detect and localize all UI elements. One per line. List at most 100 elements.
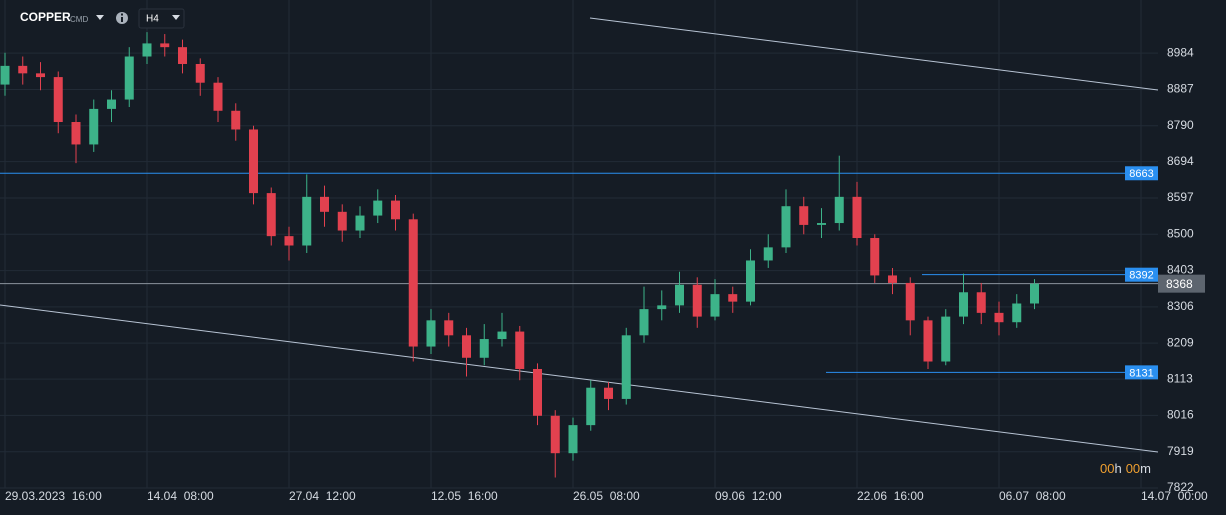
x-tick-label: 14.04 08:00: [147, 489, 214, 503]
level-tag: [1125, 166, 1158, 181]
candle-body: [160, 43, 170, 48]
candle-body: [675, 284, 684, 306]
y-tick-label: 8500: [1167, 226, 1194, 240]
candle-body: [834, 196, 844, 224]
candle-body: [515, 331, 525, 369]
y-tick-label: 8790: [1167, 118, 1194, 132]
candle-body: [444, 320, 454, 336]
timeframe: H4: [146, 14, 159, 25]
y-tick-label: 8984: [1167, 45, 1194, 59]
candle-body: [302, 196, 312, 246]
x-tick-label: 12.05 16:00: [431, 489, 498, 503]
candle-body: [604, 387, 613, 399]
symbol[interactable]: COPPER: [20, 10, 71, 24]
countdown-unit: m: [1140, 461, 1151, 476]
candle-body: [391, 200, 400, 220]
candle-body: [124, 56, 134, 100]
candle-body: [905, 282, 915, 321]
candle-body: [71, 122, 81, 145]
candle-body: [586, 387, 596, 426]
y-tick-label: 8887: [1167, 82, 1194, 96]
candle-body: [462, 335, 471, 358]
x-tick-label: 26.05 08:00: [573, 489, 640, 503]
candle-body: [550, 415, 560, 454]
level-label: 8392: [1129, 270, 1153, 282]
x-tick-label: 14.07 00:00: [1141, 489, 1208, 503]
grid: [0, 0, 1158, 489]
candle-body: [870, 238, 880, 276]
candle-body: [479, 339, 489, 358]
candle-body: [639, 309, 649, 336]
candle-body: [1012, 303, 1022, 323]
candle-body: [213, 82, 223, 111]
timeframe-dropdown[interactable]: [172, 15, 180, 20]
candle-body: [1030, 283, 1039, 304]
trend-line: [0, 304, 1159, 453]
y-tick-label: 8209: [1167, 335, 1194, 349]
candle-body: [355, 215, 365, 231]
candle-body: [817, 223, 826, 225]
candle-body: [195, 63, 205, 83]
candle-body: [799, 206, 809, 225]
candle-body: [266, 193, 276, 237]
candle-body: [746, 260, 755, 302]
price-label: 8368: [1166, 277, 1193, 291]
info-icon-bar: [121, 17, 123, 22]
candle-body: [728, 294, 738, 302]
candle-body: [426, 320, 436, 347]
candle-body: [142, 43, 152, 57]
candle-body: [941, 316, 951, 362]
timeframe-select[interactable]: [138, 8, 185, 29]
candle-body: [89, 108, 99, 145]
level-tag: [1125, 267, 1158, 282]
countdown-hours: 00: [1100, 461, 1114, 476]
candle-body: [621, 335, 631, 399]
x-tick-label: 09.06 12:00: [715, 489, 782, 503]
candle-body: [36, 73, 45, 78]
countdown-minutes: 00: [1126, 461, 1140, 476]
candle-body: [18, 65, 28, 74]
candle-body: [923, 320, 933, 362]
y-tick-label: 7919: [1167, 444, 1194, 458]
candle-body: [320, 196, 329, 212]
candle-body: [373, 200, 383, 216]
x-tick-label: 22.06 16:00: [857, 489, 924, 503]
candle-body: [888, 275, 897, 283]
candle-body: [107, 99, 116, 109]
info-icon-dot: [121, 13, 123, 16]
candle-body: [657, 305, 667, 310]
candle-body: [852, 196, 862, 239]
x-tick-label: 27.04 12:00: [289, 489, 356, 503]
y-tick-label: 8306: [1167, 299, 1194, 313]
candle-body: [533, 368, 542, 416]
levels: 8663 8392 8131 8368: [0, 166, 1205, 380]
y-tick-label: 8597: [1167, 190, 1194, 204]
candle-body: [337, 211, 347, 231]
candle-body: [53, 77, 63, 122]
x-tick-label: 29.03.2023 16:00: [5, 489, 102, 503]
price-tag: [1158, 274, 1205, 293]
candles: [0, 32, 1039, 478]
candle-body: [959, 292, 968, 317]
symbol-dropdown[interactable]: [96, 15, 104, 20]
countdown: 00h 00m: [1100, 461, 1151, 476]
y-tick-label: 8016: [1167, 408, 1194, 422]
market: CMD: [70, 15, 88, 24]
level-tag: [1125, 365, 1158, 380]
level-label: 8663: [1129, 168, 1153, 180]
candle-body: [710, 294, 720, 317]
candle-body: [781, 206, 791, 248]
level-label: 8131: [1129, 367, 1153, 379]
candle-body: [178, 47, 187, 64]
candle-body: [497, 331, 507, 340]
y-tick-label: 8403: [1167, 263, 1194, 277]
y-tick-label: 8113: [1167, 371, 1193, 385]
candle-body: [692, 284, 702, 317]
candle-body: [231, 110, 241, 130]
candle-body: [0, 65, 10, 85]
trend-line: [589, 17, 1159, 91]
candle-body: [994, 312, 1004, 323]
candle-body: [408, 219, 418, 347]
candle-body: [249, 129, 258, 194]
